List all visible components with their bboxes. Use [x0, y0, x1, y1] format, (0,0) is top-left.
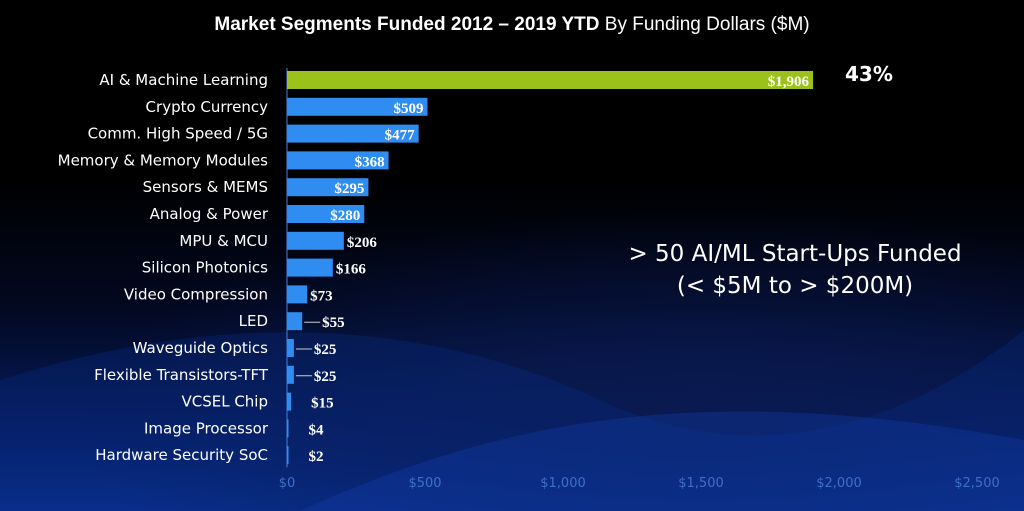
value-label: $509 — [393, 101, 423, 117]
x-tick-label: $2,000 — [816, 476, 862, 491]
bar — [287, 285, 308, 304]
category-label: Sensors & MEMS — [143, 178, 268, 196]
title-bold: Market Segments Funded 2012 – 2019 YTD — [214, 14, 600, 35]
category-label: Silicon Photonics — [142, 259, 268, 277]
title-regular: By Funding Dollars ($M) — [604, 14, 810, 35]
value-label: $15 — [311, 396, 334, 412]
value-label: $55 — [322, 315, 345, 331]
category-label: Flexible Transistors-TFT — [94, 366, 269, 384]
category-label: Analog & Power — [150, 205, 269, 223]
annotation-line-2: (< $5M to > $200M) — [676, 273, 914, 299]
value-label: $295 — [334, 181, 364, 197]
bar — [287, 231, 344, 250]
category-label: VCSEL Chip — [181, 393, 268, 411]
bar — [287, 151, 389, 170]
x-tick-label: $1,000 — [540, 476, 586, 491]
category-label: Video Compression — [124, 285, 268, 303]
category-label: Crypto Currency — [146, 98, 269, 116]
chart-title: Market Segments Funded 2012 – 2019 YTD B… — [0, 14, 1024, 36]
x-tick-label: $2,500 — [954, 476, 1000, 491]
category-label: Hardware Security SoC — [95, 446, 268, 464]
bar — [287, 97, 428, 116]
category-label: Memory & Memory Modules — [58, 151, 269, 169]
category-label: MPU & MCU — [179, 232, 268, 250]
annotation-line-1: > 50 AI/ML Start-Ups Funded — [628, 241, 962, 267]
bar — [287, 419, 289, 438]
value-label: $1,906 — [768, 74, 810, 90]
value-label: $2 — [309, 449, 324, 465]
value-label: $477 — [385, 128, 416, 144]
x-tick-label: $1,500 — [678, 476, 724, 491]
bar — [287, 124, 419, 143]
value-label: $166 — [336, 262, 367, 278]
x-tick-label: $500 — [408, 476, 441, 491]
bar — [287, 392, 292, 411]
value-label: $25 — [314, 342, 337, 358]
bar — [287, 446, 289, 465]
bar — [287, 339, 294, 357]
bar — [287, 71, 814, 89]
category-label: Comm. High Speed / 5G — [88, 125, 268, 143]
value-label: $73 — [310, 288, 333, 304]
value-label: $206 — [347, 235, 378, 251]
bar — [287, 365, 294, 384]
bar — [287, 178, 369, 197]
category-label: Image Processor — [144, 419, 269, 437]
value-label: $4 — [309, 422, 325, 438]
value-label: $280 — [330, 208, 360, 224]
bar — [287, 312, 303, 331]
bar — [287, 205, 365, 223]
ai-percentage-annotation: 43% — [845, 62, 893, 86]
x-tick-label: $0 — [279, 476, 296, 491]
category-label: LED — [239, 312, 268, 330]
value-label: $25 — [314, 369, 337, 385]
category-label: Waveguide Optics — [133, 339, 269, 357]
bar — [287, 258, 333, 277]
startups-annotation: > 50 AI/ML Start-Ups Funded (< $5M to > … — [600, 238, 990, 302]
value-label: $368 — [355, 154, 385, 170]
category-label: AI & Machine Learning — [99, 71, 268, 89]
